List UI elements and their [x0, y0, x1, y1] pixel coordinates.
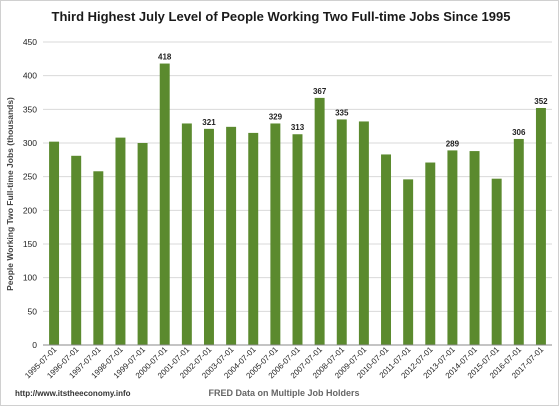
bar-1996-07-01	[71, 155, 82, 345]
source-url: http://www.itstheeconomy.info	[15, 389, 131, 398]
bar-2002-07-01	[203, 128, 214, 345]
data-label-2002-07-01: 321	[202, 118, 216, 127]
data-label-2008-07-01: 335	[335, 108, 349, 117]
bar-2003-07-01	[226, 126, 237, 345]
bar-2008-07-01	[336, 119, 347, 345]
y-tick-label: 200	[23, 205, 37, 215]
bar-2009-07-01	[358, 121, 369, 345]
y-axis-ticks: 0 50 100 150 200 250 300 350 400 450	[23, 37, 37, 350]
bar-2005-07-01	[270, 123, 281, 346]
bar-2001-07-01	[181, 123, 192, 346]
bar-2012-07-01	[425, 162, 436, 345]
y-tick-label: 300	[23, 138, 37, 148]
data-label-2013-07-01: 289	[446, 139, 460, 148]
bar-2014-07-01	[469, 151, 480, 345]
y-tick-label: 50	[28, 306, 38, 316]
y-tick-label: 450	[23, 37, 37, 47]
bar-2007-07-01	[314, 97, 325, 346]
x-axis-ticks: 1995-07-011996-07-011997-07-011998-07-01…	[23, 345, 546, 381]
data-label-2005-07-01: 329	[269, 112, 283, 121]
bar-2000-07-01	[159, 63, 170, 346]
bar-1998-07-01	[115, 137, 126, 345]
bar-2010-07-01	[381, 154, 392, 345]
bar-2006-07-01	[292, 134, 303, 345]
y-tick-label: 400	[23, 71, 37, 81]
bar-1997-07-01	[93, 171, 104, 345]
bar-2013-07-01	[447, 150, 458, 345]
bar-2004-07-01	[248, 132, 259, 345]
data-label-2007-07-01: 367	[313, 87, 327, 96]
bar-1995-07-01	[49, 141, 60, 345]
y-tick-label: 0	[32, 340, 37, 350]
y-tick-label: 350	[23, 104, 37, 114]
data-label-2016-07-01: 306	[512, 128, 526, 137]
bar-2015-07-01	[491, 178, 502, 345]
bars	[49, 63, 546, 346]
bar-1999-07-01	[137, 143, 148, 345]
data-label-2000-07-01: 418	[158, 53, 172, 62]
data-label-2017-07-01: 352	[534, 97, 548, 106]
y-tick-label: 150	[23, 239, 37, 249]
x-axis-title: FRED Data on Multiple Job Holders	[208, 388, 359, 398]
data-labels: 418 321 329 313 367 335 289 306 352	[158, 53, 548, 149]
y-axis-label: People Working Two Full-time Jobs (thous…	[5, 97, 15, 291]
bar-2017-07-01	[535, 107, 546, 345]
data-label-2006-07-01: 313	[291, 123, 305, 132]
y-tick-label: 250	[23, 172, 37, 182]
y-tick-label: 100	[23, 273, 37, 283]
bar-2011-07-01	[403, 179, 414, 345]
bar-2016-07-01	[513, 138, 524, 345]
chart-title: Third Highest July Level of People Worki…	[52, 9, 511, 24]
